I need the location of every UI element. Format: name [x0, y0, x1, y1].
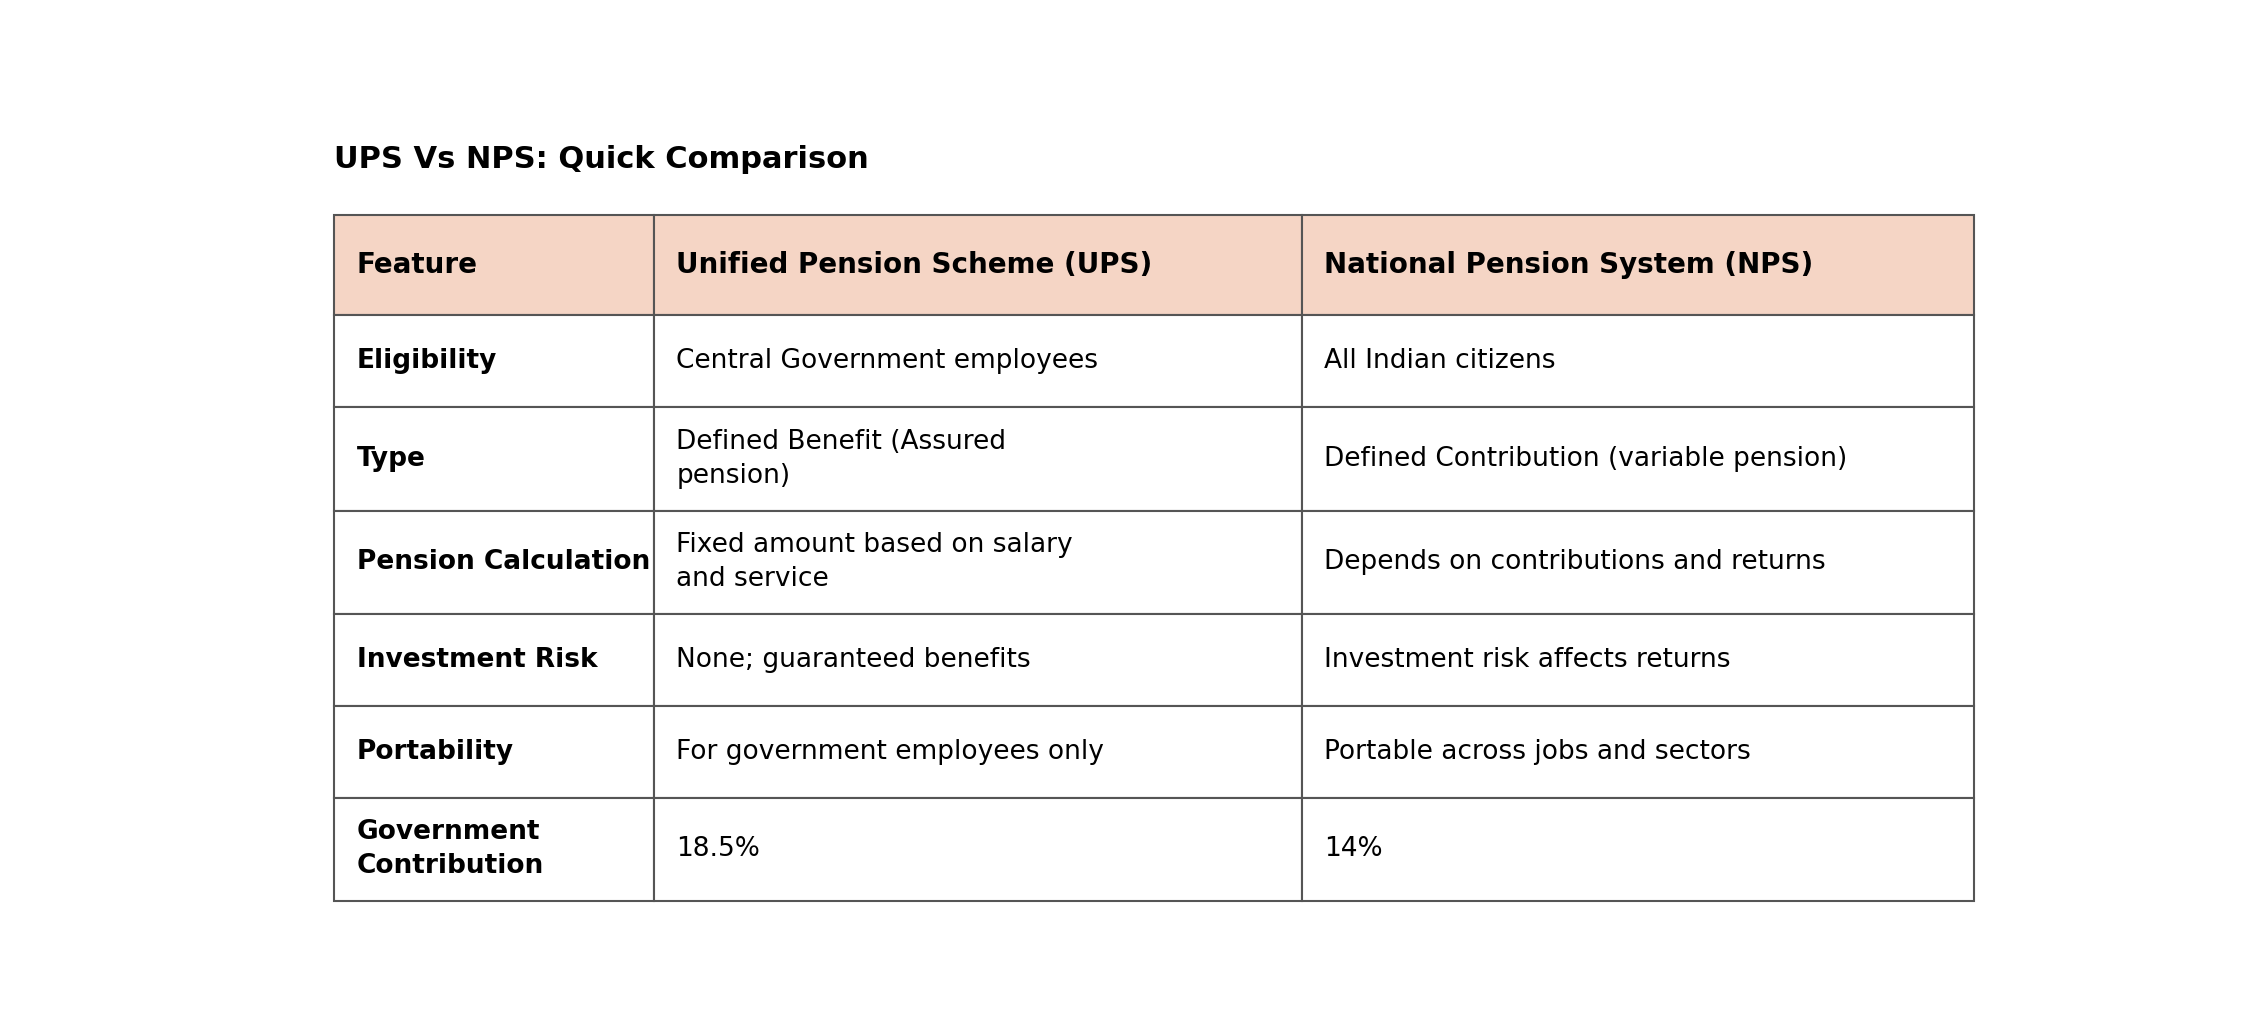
Text: Portability: Portability — [356, 739, 513, 765]
Bar — [333, 408, 653, 510]
Bar — [653, 215, 1302, 315]
Text: Pension Calculation: Pension Calculation — [356, 549, 651, 575]
Bar — [1302, 510, 1975, 613]
Bar — [333, 798, 653, 900]
Bar — [653, 706, 1302, 798]
Bar — [653, 315, 1302, 408]
Bar — [653, 510, 1302, 613]
Text: Feature: Feature — [356, 251, 477, 279]
Bar — [333, 613, 653, 706]
Bar — [333, 215, 653, 315]
Bar — [333, 315, 653, 408]
Text: 18.5%: 18.5% — [676, 837, 761, 862]
Text: 14%: 14% — [1324, 837, 1383, 862]
Bar — [653, 798, 1302, 900]
Text: For government employees only: For government employees only — [676, 739, 1103, 765]
Bar — [333, 706, 653, 798]
Text: Depends on contributions and returns: Depends on contributions and returns — [1324, 549, 1826, 575]
Text: Government
Contribution: Government Contribution — [356, 819, 543, 879]
Text: National Pension System (NPS): National Pension System (NPS) — [1324, 251, 1813, 279]
Bar — [1302, 315, 1975, 408]
Text: None; guaranteed benefits: None; guaranteed benefits — [676, 647, 1031, 672]
Text: Investment risk affects returns: Investment risk affects returns — [1324, 647, 1732, 672]
Bar — [1302, 613, 1975, 706]
Text: Eligibility: Eligibility — [356, 349, 498, 374]
Text: UPS Vs NPS: Quick Comparison: UPS Vs NPS: Quick Comparison — [333, 145, 869, 174]
Text: Type: Type — [356, 446, 426, 472]
Text: Portable across jobs and sectors: Portable across jobs and sectors — [1324, 739, 1752, 765]
Text: Central Government employees: Central Government employees — [676, 349, 1099, 374]
Text: Investment Risk: Investment Risk — [356, 647, 597, 672]
Bar — [653, 613, 1302, 706]
Text: All Indian citizens: All Indian citizens — [1324, 349, 1556, 374]
Text: Unified Pension Scheme (UPS): Unified Pension Scheme (UPS) — [676, 251, 1153, 279]
Bar — [1302, 408, 1975, 510]
Bar — [1302, 706, 1975, 798]
Bar — [653, 408, 1302, 510]
Text: Defined Contribution (variable pension): Defined Contribution (variable pension) — [1324, 446, 1847, 472]
Text: Defined Benefit (Assured
pension): Defined Benefit (Assured pension) — [676, 429, 1007, 489]
Bar — [1302, 798, 1975, 900]
Bar — [1302, 215, 1975, 315]
Text: Fixed amount based on salary
and service: Fixed amount based on salary and service — [676, 532, 1074, 592]
Bar — [333, 510, 653, 613]
